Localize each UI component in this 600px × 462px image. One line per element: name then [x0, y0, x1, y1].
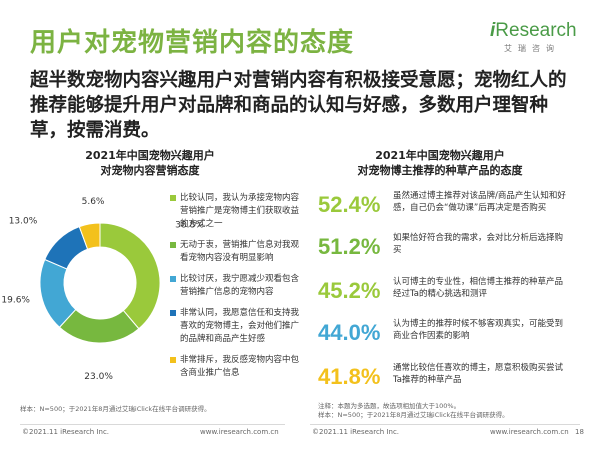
logo-wordmark-i: i	[490, 20, 496, 41]
donut-slice-label-2: 19.6%	[1, 296, 30, 306]
logo-wordmark-rest: Research	[495, 20, 577, 41]
donut-slice-label-3: 13.0%	[9, 216, 38, 226]
legend-label: 非常排斥，我反感宠物内容中包含商业推广信息	[180, 355, 300, 378]
stat-description: 通常比较信任喜欢的博主，愿意积极购买尝试Ta推荐的种草产品	[393, 363, 564, 385]
stat-row: 41.8% 通常比较信任喜欢的博主，愿意积极购买尝试Ta推荐的种草产品	[318, 362, 580, 402]
iresearch-logo: iResearch 艾瑞咨询	[490, 20, 580, 60]
logo-subtitle: 艾瑞咨询	[504, 44, 560, 53]
page-number: 18	[575, 428, 584, 436]
left-chart-title-line2: 对宠物内容营销态度	[100, 164, 200, 177]
right-chart-title-line2: 对宠物博主推荐的种草产品的态度	[357, 164, 523, 177]
legend-swatch	[170, 242, 176, 248]
donut-slice-label-0: 38.8%	[175, 220, 204, 230]
stat-value: 44.0%	[318, 320, 381, 345]
legend-item: 非常排斥，我反感宠物内容中包含商业推广信息	[170, 354, 300, 380]
legend-swatch	[170, 195, 176, 201]
page-title: 用户对宠物营销内容的态度	[30, 28, 355, 58]
stat-description: 认为博主的推荐时候不够客观真实，可能受到商业合作因素的影响	[393, 319, 564, 341]
legend-item: 比较认同，我认为承接宠物内容营销推广是宠物博主们获取收益的方式之一	[170, 192, 300, 231]
stat-value: 45.2%	[318, 278, 381, 303]
stat-value: 52.4%	[318, 192, 381, 217]
donut-slice-0	[99, 222, 161, 330]
right-chart-title-line1: 2021年中国宠物兴趣用户	[375, 149, 505, 162]
stat-description: 如果恰好符合我的需求，会对比分析后选择购买	[393, 233, 564, 255]
footer-divider-right	[310, 424, 580, 425]
donut-slice-label-1: 23.0%	[84, 372, 113, 382]
lead-paragraph: 超半数宠物内容兴趣用户对营销内容有积极接受意愿；宠物红人的推荐能够提升用户对品牌…	[30, 70, 567, 141]
footer-url-right: www.iresearch.com.cn	[490, 428, 569, 436]
stat-row: 52.4% 虽然通过博主推荐对该品牌/商品产生认知和好感，自己仍会“做功课”后再决…	[318, 190, 580, 230]
stat-value: 41.8%	[318, 364, 381, 389]
stat-row: 44.0% 认为博主的推荐时候不够客观真实，可能受到商业合作因素的影响	[318, 318, 580, 358]
left-chart-title: 2021年中国宠物兴趣用户 对宠物内容营销态度	[50, 148, 250, 178]
legend-item: 无动于衷，营销推广信息对我观看宠物内容没有明显影响	[170, 239, 300, 265]
donut-legend: 比较认同，我认为承接宠物内容营销推广是宠物博主们获取收益的方式之一无动于衷，营销…	[170, 192, 300, 388]
stat-description: 虽然通过博主推荐对该品牌/商品产生认知和好感，自己仍会“做功课”后再决定是否购买	[393, 191, 566, 213]
legend-label: 非常认同，我愿意信任和支持我喜欢的宠物博主，会对他们推广的品牌和商品产生好感	[180, 308, 300, 344]
legend-swatch	[170, 310, 176, 316]
footer-divider-left	[20, 424, 285, 425]
legend-swatch	[170, 276, 176, 282]
right-chart-title: 2021年中国宠物兴趣用户 对宠物博主推荐的种草产品的态度	[320, 148, 560, 178]
right-notes: 注释：本题为多选题，故选项相加值大于100%。 样本：N=500；于2021年8…	[318, 402, 578, 420]
stat-description: 认可博主的专业性，相信博主推荐的种草产品经过Ta的精心挑选和测评	[393, 277, 564, 299]
legend-item: 比较讨厌，我宁愿减少观看包含营销推广信息的宠物内容	[170, 273, 300, 299]
stat-value: 51.2%	[318, 234, 381, 259]
donut-slice-label-4: 5.6%	[82, 197, 105, 207]
legend-swatch	[170, 357, 176, 363]
left-sample-note: 样本：N=500；于2021年8月通过艾瑞iClick在线平台调研获得。	[20, 405, 211, 413]
legend-label: 比较讨厌，我宁愿减少观看包含营销推广信息的宠物内容	[180, 274, 300, 297]
legend-label: 比较认同，我认为承接宠物内容营销推广是宠物博主们获取收益的方式之一	[180, 193, 300, 229]
right-note-multiselect: 注释：本题为多选题，故选项相加值大于100%。	[318, 402, 461, 410]
stat-row: 51.2% 如果恰好符合我的需求，会对比分析后选择购买	[318, 232, 580, 272]
logo-wordmark: iResearch	[490, 20, 580, 42]
legend-label: 无动于衷，营销推广信息对我观看宠物内容没有明显影响	[180, 240, 300, 263]
stat-row: 45.2% 认可博主的专业性，相信博主推荐的种草产品经过Ta的精心挑选和测评	[318, 276, 580, 316]
donut-chart: 38.8% 23.0% 19.6% 13.0% 5.6%	[1, 197, 204, 382]
footer-copyright-right: ©2021.11 iResearch Inc.	[312, 428, 400, 436]
footer-copyright-left: ©2021.11 iResearch Inc.	[22, 428, 110, 436]
legend-item: 非常认同，我愿意信任和支持我喜欢的宠物博主，会对他们推广的品牌和商品产生好感	[170, 307, 300, 346]
donut-slice-4	[78, 222, 101, 250]
right-sample-note: 样本：N=500；于2021年8月通过艾瑞iClick在线平台调研获得。	[318, 411, 509, 419]
footer-url-left: www.iresearch.com.cn	[200, 428, 279, 436]
left-chart-title-line1: 2021年中国宠物兴趣用户	[85, 149, 215, 162]
